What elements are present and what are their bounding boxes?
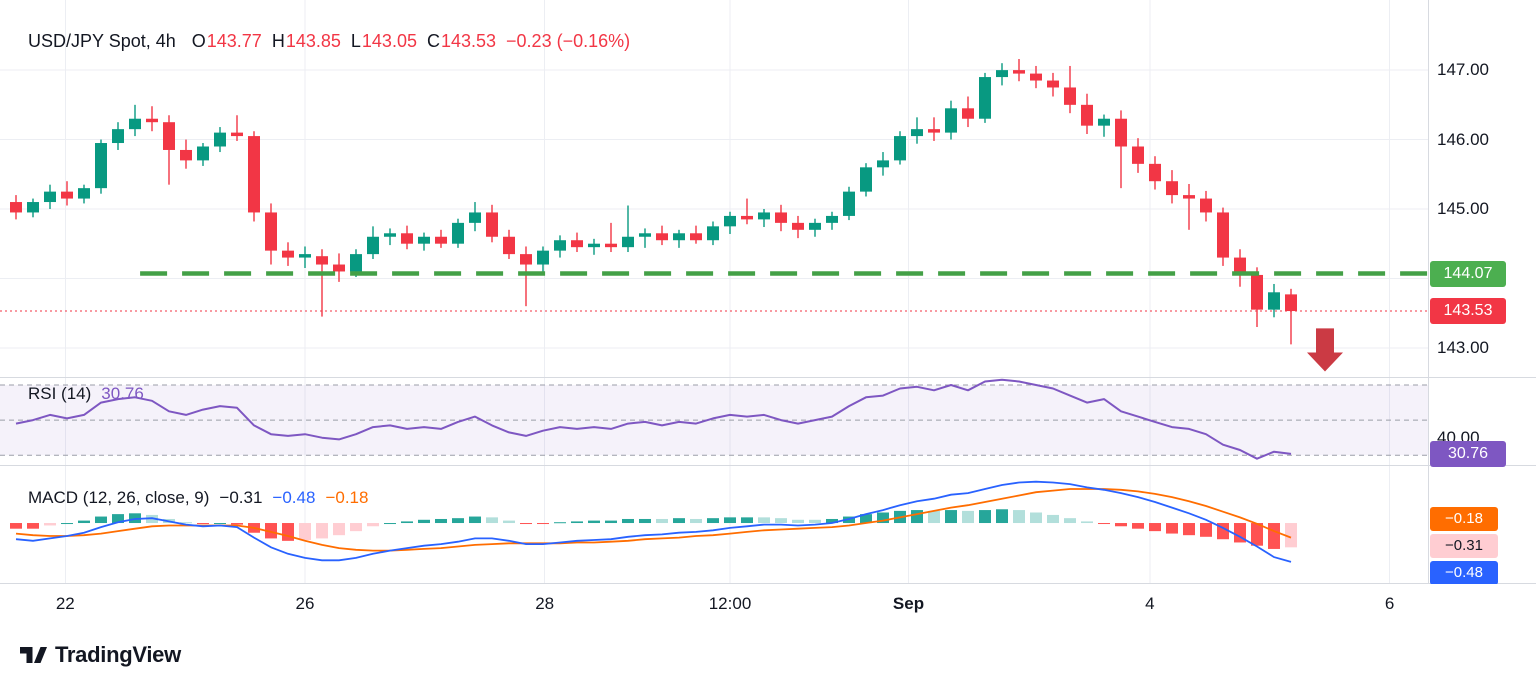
ohlc-high: H 143.85 [272, 31, 341, 52]
down-arrow-annotation[interactable] [1307, 328, 1343, 372]
macd-line-value: −0.48 [272, 488, 316, 507]
time-axis-label: 4 [1145, 594, 1155, 613]
time-axis-label: 26 [295, 594, 315, 613]
rsi-legend[interactable]: RSI (14) 30.76 [28, 384, 144, 404]
main-chart-legend[interactable]: USD/JPY Spot, 4h O 143.77 H 143.85 L 143.05… [28, 31, 630, 52]
chart-canvas[interactable] [0, 0, 1536, 584]
grid-lines [0, 0, 1428, 583]
rsi-current-value: 30.76 [101, 384, 144, 403]
ohlc-close: C 143.53 [427, 31, 496, 52]
low-label: L [350, 31, 361, 51]
close-label: C [426, 31, 440, 51]
symbol-title: USD/JPY Spot, 4h [28, 31, 176, 51]
price-axis-label: 147.00 [1437, 60, 1489, 80]
time-scale[interactable]: 22 26 28 12:00 Sep 4 6 [0, 583, 1536, 621]
macd-value-badge: −0.31 [1430, 534, 1498, 558]
open-label: O [191, 31, 206, 51]
macd-legend[interactable]: MACD (12, 26, close, 9) −0.31 −0.48 −0.1… [28, 488, 368, 508]
price-level-badge: 143.53 [1430, 298, 1506, 325]
macd-label: MACD (12, 26, close, 9) [28, 488, 210, 507]
rsi-label: RSI (14) [28, 384, 92, 403]
macd-line [15, 480, 1292, 563]
time-axis-label: 12:00 [708, 594, 752, 613]
price-axis-label: 145.00 [1437, 198, 1489, 218]
high-value: 143.85 [285, 31, 341, 51]
tradingview-wordmark: TradingView [55, 642, 181, 667]
macd-value-badge: −0.48 [1430, 561, 1498, 584]
panel-separators [0, 0, 1536, 584]
high-label: H [271, 31, 285, 51]
time-axis-label: 22 [55, 594, 75, 613]
time-axis-label: 28 [535, 594, 555, 613]
ohlc-low: L 143.05 [351, 31, 417, 52]
time-axis-label: 6 [1384, 594, 1395, 613]
price-change: −0.23 (−0.16%) [506, 31, 631, 51]
candlestick-series [10, 59, 1297, 345]
tradingview-mark-icon [20, 647, 47, 663]
macd-histogram [10, 509, 1297, 549]
price-axis-label: 143.00 [1437, 337, 1489, 357]
tradingview-logo[interactable]: TradingView [20, 642, 181, 668]
rsi-line [15, 378, 1292, 460]
time-axis-label: Sep [892, 594, 925, 613]
low-value: 143.05 [361, 31, 417, 51]
price-axis-label: 146.00 [1437, 129, 1489, 149]
ohlc-open: O 143.77 [192, 31, 262, 52]
price-scale[interactable]: 147.00 146.00 145.00 143.00 40.00 144.07 143.5… [1428, 0, 1536, 584]
open-value: 143.77 [206, 31, 262, 51]
price-level-badge: 144.07 [1430, 260, 1506, 287]
macd-hist-value: −0.31 [219, 488, 263, 507]
macd-signal-value: −0.18 [325, 488, 369, 507]
macd-value-badge: −0.18 [1430, 507, 1498, 531]
close-value: 143.53 [440, 31, 497, 51]
rsi-band [0, 384, 1428, 456]
rsi-value-badge: 30.76 [1430, 440, 1506, 467]
